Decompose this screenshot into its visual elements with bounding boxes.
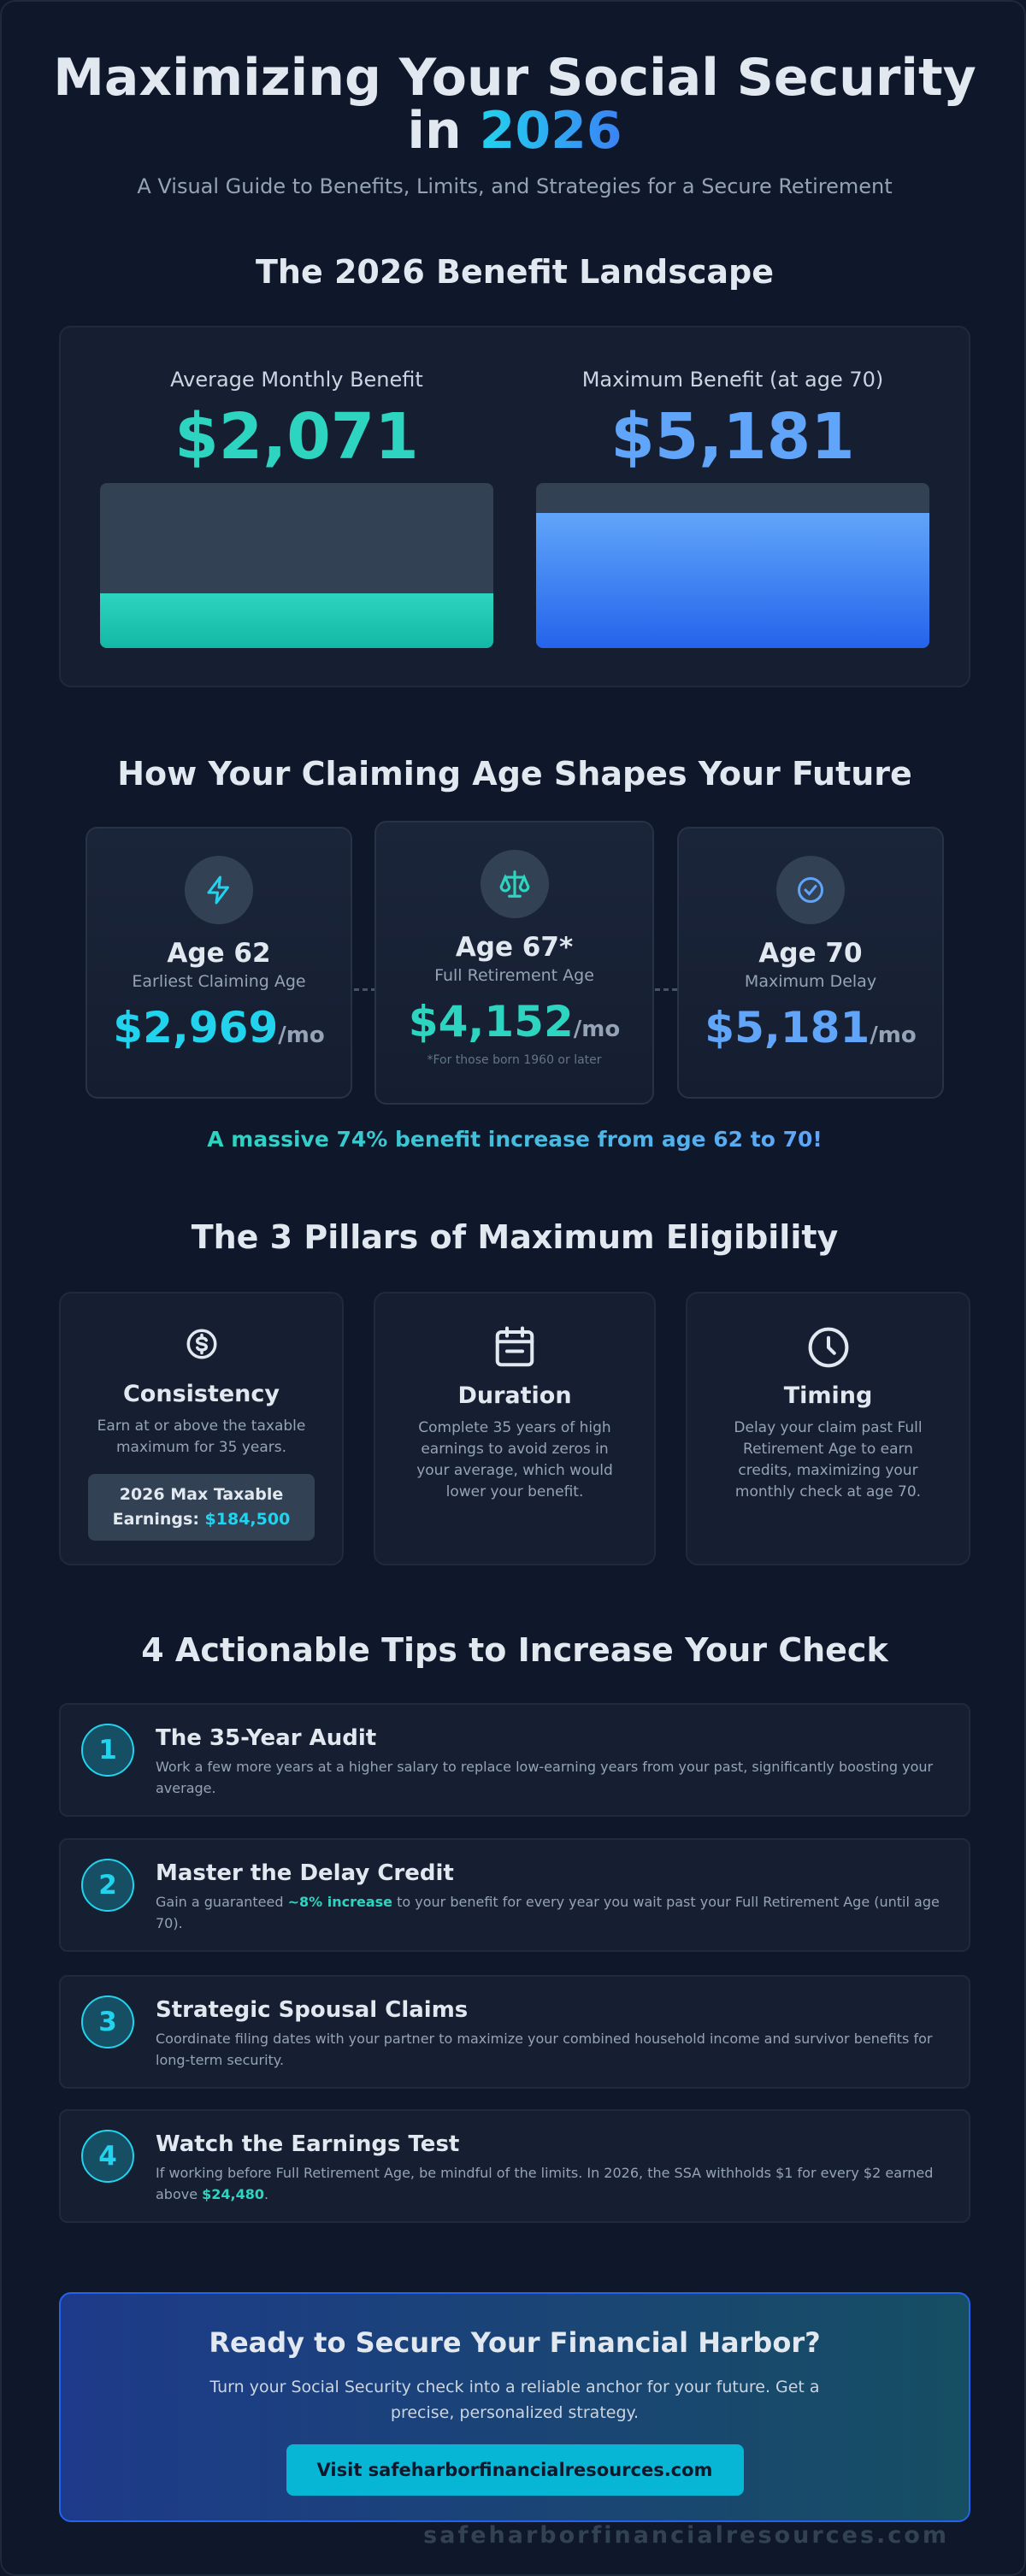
pillar-card: Timing Delay your claim past Full Retire… bbox=[686, 1292, 970, 1565]
pillar-card: Consistency Earn at or above the taxable… bbox=[59, 1292, 344, 1565]
connector bbox=[655, 988, 677, 991]
tip-number: 1 bbox=[81, 1724, 134, 1777]
cta-panel: Ready to Secure Your Financial Harbor? T… bbox=[59, 2292, 970, 2522]
unit: /mo bbox=[278, 1023, 325, 1048]
age-label: Full Retirement Age bbox=[434, 966, 594, 985]
footer: safeharborfinancialresources.com bbox=[423, 2522, 949, 2549]
benefit-label: Maximum Benefit (at age 70) bbox=[581, 368, 884, 392]
benefit-value: $5,181 bbox=[610, 400, 855, 474]
tip-card: 2 Master the Delay Credit Gain a guarant… bbox=[59, 1838, 970, 1952]
age-value: $5,181/mo bbox=[679, 1003, 942, 1052]
check-icon bbox=[798, 877, 823, 903]
footnote: *For those born 1960 or later bbox=[427, 1053, 602, 1067]
pillar-title: Timing bbox=[783, 1382, 873, 1409]
tip-number: 3 bbox=[81, 1995, 134, 2048]
cta-heading: Ready to Secure Your Financial Harbor? bbox=[209, 2326, 821, 2359]
pillar-title: Consistency bbox=[122, 1381, 280, 1407]
text-highlight: $24,480 bbox=[202, 2186, 265, 2202]
cta-text: Turn your Social Security check into a r… bbox=[209, 2378, 820, 2422]
age: Age 62 bbox=[167, 938, 271, 969]
highlight-text: A massive 74% benefit increase from age … bbox=[207, 1127, 823, 1152]
callout: 2026 Max Taxable Earnings: $184,500 bbox=[88, 1474, 315, 1541]
pillar-text: Earn at or above the taxable maximum for… bbox=[97, 1418, 306, 1456]
age: Age 67* bbox=[455, 932, 574, 963]
amount: $4,152 bbox=[408, 997, 574, 1046]
title-prefix: in bbox=[407, 101, 462, 161]
section-heading: The 3 Pillars of Maximum Eligibility bbox=[191, 1218, 839, 1256]
bar-fill bbox=[536, 513, 929, 648]
pillar-text: Complete 35 years of high earnings to av… bbox=[416, 1419, 613, 1500]
text: Gain a guaranteed bbox=[156, 1894, 284, 1910]
pillar-title: Duration bbox=[457, 1382, 572, 1409]
benefit-bar bbox=[100, 483, 493, 648]
age-value: $2,969/mo bbox=[87, 1003, 351, 1052]
icon bbox=[480, 850, 549, 918]
age-label: Maximum Delay bbox=[744, 972, 877, 991]
section-heading: 4 Actionable Tips to Increase Your Check bbox=[141, 1631, 888, 1669]
benefit-bar bbox=[536, 483, 929, 648]
section-heading: How Your Claiming Age Shapes Your Future bbox=[117, 755, 912, 793]
tip-title: Strategic Spousal Claims bbox=[156, 1997, 469, 2023]
pillar-text: Delay your claim past Full Retirement Ag… bbox=[734, 1419, 923, 1500]
tip-text: If working before Full Retirement Age, b… bbox=[156, 2162, 951, 2205]
scale-icon bbox=[499, 870, 529, 898]
highlight: A massive 74% benefit increase from age … bbox=[2, 1127, 1024, 1152]
benefit-value: $2,071 bbox=[174, 400, 419, 474]
text: . bbox=[264, 2186, 269, 2202]
amount: $5,181 bbox=[705, 1003, 870, 1052]
title: Maximizing Your Social Security in 2026 bbox=[2, 48, 1024, 157]
text: to your benefit for every year you wait … bbox=[156, 1894, 940, 1931]
connector bbox=[354, 988, 376, 991]
amount: $2,969 bbox=[113, 1003, 279, 1052]
age-label: Earliest Claiming Age bbox=[132, 972, 306, 991]
age-value: $4,152/mo bbox=[376, 997, 652, 1046]
age-card: Age 67* Full Retirement Age $4,152/mo *F… bbox=[374, 821, 654, 1105]
age: Age 70 bbox=[758, 938, 863, 969]
bolt-icon bbox=[207, 875, 229, 905]
tip-number: 2 bbox=[81, 1859, 134, 1912]
age-card: Age 62 Earliest Claiming Age $2,969/mo bbox=[86, 827, 352, 1099]
unit: /mo bbox=[870, 1023, 917, 1048]
tip-title: Watch the Earnings Test bbox=[156, 2131, 460, 2157]
subtitle: A Visual Guide to Benefits, Limits, and … bbox=[137, 174, 893, 198]
unit: /mo bbox=[573, 1017, 621, 1042]
text-highlight: ~8% increase bbox=[287, 1894, 393, 1910]
cta-button[interactable]: Visit safeharborfinancialresources.com bbox=[286, 2444, 744, 2496]
tip-number: 4 bbox=[81, 2130, 134, 2183]
tip-text: Work a few more years at a higher salary… bbox=[156, 1759, 934, 1796]
callout-value: $184,500 bbox=[204, 1510, 291, 1529]
benefit-label: Average Monthly Benefit bbox=[170, 368, 423, 392]
bar-fill bbox=[100, 593, 493, 648]
section-heading: The 2026 Benefit Landscape bbox=[256, 253, 774, 291]
clock-icon bbox=[808, 1327, 848, 1368]
tip-card: 3 Strategic Spousal Claims Coordinate fi… bbox=[59, 1975, 970, 2089]
tip-card: 1 The 35-Year Audit Work a few more year… bbox=[59, 1703, 970, 1817]
pillar-card: Duration Complete 35 years of high earni… bbox=[374, 1292, 656, 1565]
text: If working before Full Retirement Age, b… bbox=[156, 2165, 934, 2202]
tip-title: Master the Delay Credit bbox=[156, 1860, 454, 1886]
tip-text: Gain a guaranteed ~8% increase to your b… bbox=[156, 1891, 951, 1934]
tip-title: The 35-Year Audit bbox=[156, 1725, 377, 1751]
tip-text: Coordinate filing dates with your partne… bbox=[156, 2031, 933, 2068]
title-line: in 2026 bbox=[2, 104, 1024, 157]
callout-label: 2026 Max Taxable Earnings: bbox=[112, 1485, 284, 1529]
title-line: Maximizing Your Social Security bbox=[53, 48, 976, 108]
coin-icon bbox=[186, 1329, 216, 1359]
age-card: Age 70 Maximum Delay $5,181/mo bbox=[677, 827, 944, 1099]
icon bbox=[776, 856, 845, 924]
tip-card: 4 Watch the Earnings Test If working bef… bbox=[59, 2109, 970, 2223]
calendar-icon bbox=[495, 1326, 534, 1367]
title-highlight: 2026 bbox=[479, 101, 622, 161]
icon bbox=[185, 856, 253, 924]
